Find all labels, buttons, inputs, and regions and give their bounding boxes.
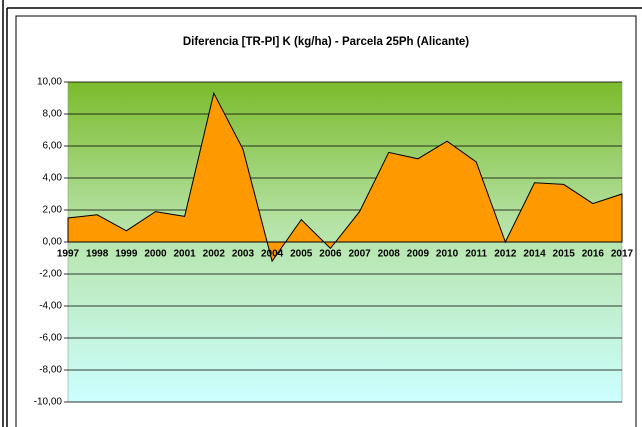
x-tick-label: 1998 [86, 249, 109, 260]
y-tick-label: 8,00 [43, 109, 63, 120]
x-tick-label: 2014 [523, 249, 546, 260]
y-tick-label: 10,00 [37, 77, 62, 88]
y-tick-label: 6,00 [43, 141, 63, 152]
x-tick-label: 1999 [115, 249, 138, 260]
y-tick-label: 2,00 [43, 205, 63, 216]
x-tick-label: 2010 [436, 249, 459, 260]
y-tick-label: -4,00 [39, 301, 62, 312]
x-tick-label: 1997 [57, 249, 80, 260]
x-tick-label: 2006 [319, 249, 342, 260]
y-tick-label: -6,00 [39, 333, 62, 344]
y-tick-label: -10,00 [34, 397, 63, 408]
x-tick-label: 2011 [465, 249, 487, 260]
x-tick-label: 2001 [174, 249, 197, 260]
x-tick-label: 2017 [611, 249, 634, 260]
y-tick-label: 4,00 [43, 173, 63, 184]
y-tick-label: -2,00 [39, 269, 62, 280]
x-tick-label: 2008 [378, 249, 401, 260]
x-tick-label: 2000 [144, 249, 167, 260]
y-tick-label: 0,00 [43, 237, 63, 248]
x-tick-label: 2005 [290, 249, 313, 260]
x-tick-label: 2003 [232, 249, 255, 260]
x-tick-label: 2016 [582, 249, 605, 260]
x-tick-label: 2012 [494, 249, 517, 260]
x-tick-label: 2009 [407, 249, 430, 260]
x-tick-label: 2007 [348, 249, 371, 260]
chart-title: Diferencia [TR-PI] K (kg/ha) - Parcela 2… [183, 36, 469, 48]
x-tick-label: 2015 [553, 249, 576, 260]
y-tick-label: -8,00 [39, 365, 62, 376]
x-tick-label: 2002 [203, 249, 226, 260]
x-tick-label: 2004 [261, 249, 284, 260]
area [67, 91, 623, 263]
